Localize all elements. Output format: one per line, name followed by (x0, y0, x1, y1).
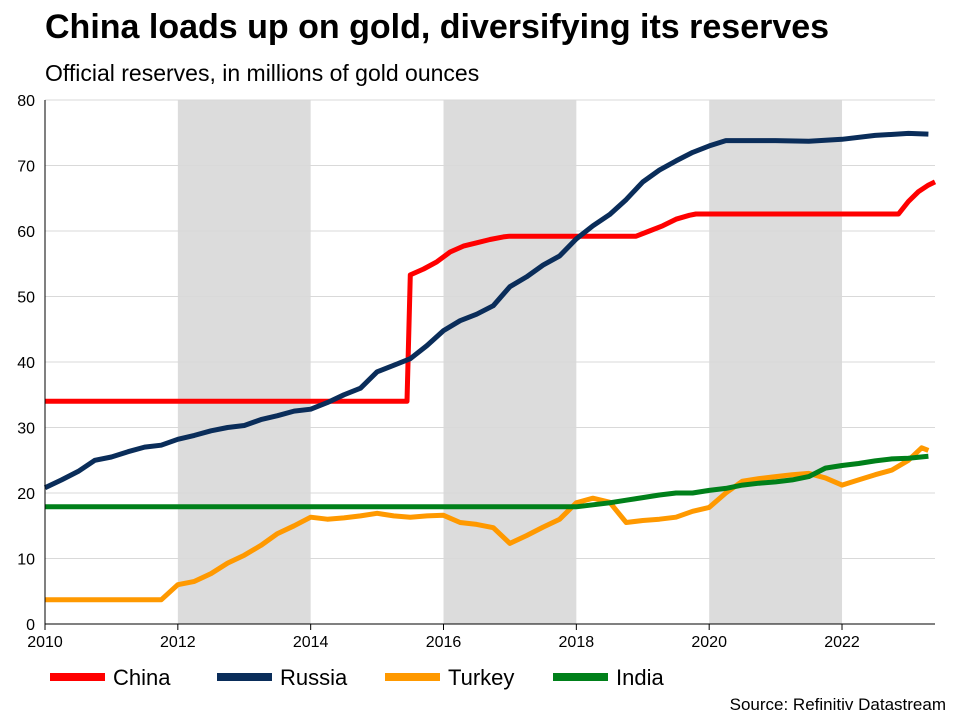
y-tick-label-60: 60 (17, 224, 35, 241)
y-tick-label-50: 50 (17, 290, 35, 307)
x-tick-label-2010: 2010 (27, 634, 63, 651)
legend-label-china: China (113, 665, 171, 690)
x-tick-label-2018: 2018 (559, 634, 595, 651)
legend-label-india: India (616, 665, 664, 690)
legend-label-turkey: Turkey (448, 665, 514, 690)
y-axis-ticks: 0 10 20 30 40 50 60 70 80 (17, 93, 35, 634)
y-tick-label-20: 20 (17, 486, 35, 503)
y-tick-label-30: 30 (17, 421, 35, 438)
y-tick-label-10: 10 (17, 552, 35, 569)
x-tick-label-2020: 2020 (691, 634, 727, 651)
y-tick-label-80: 80 (17, 93, 35, 110)
series-line-russia (43, 130, 929, 491)
y-tick-label-70: 70 (17, 159, 35, 176)
series-lines (43, 130, 937, 603)
y-tick-label-0: 0 (26, 617, 35, 634)
x-tick-label-2014: 2014 (293, 634, 329, 651)
chart-subtitle: Official reserves, in millions of gold o… (45, 60, 480, 86)
gridlines (45, 99, 935, 559)
x-tick-label-2022: 2022 (824, 634, 860, 651)
series-line-india (45, 453, 929, 510)
axis-frame (44, 100, 935, 625)
y-tick-label-40: 40 (17, 355, 35, 372)
source-note: Source: Refinitiv Datastream (729, 695, 946, 714)
legend-label-russia: Russia (280, 665, 348, 690)
legend: China Russia Turkey India (50, 665, 664, 690)
series-line-turkey (45, 445, 930, 603)
x-tick-label-2012: 2012 (160, 634, 196, 651)
series-line-china (45, 179, 937, 404)
x-tick-label-2016: 2016 (426, 634, 462, 651)
chart-title: China loads up on gold, diversifying its… (45, 8, 830, 46)
x-axis-ticks: 2010 2012 2014 2016 2018 2020 2022 (27, 624, 860, 651)
